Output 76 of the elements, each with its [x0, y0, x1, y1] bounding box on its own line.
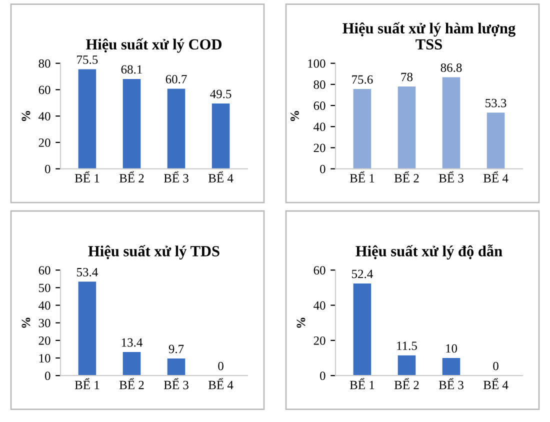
y-tick-label: 40: [314, 122, 326, 132]
y-tick-label: 80: [314, 80, 326, 89]
bar: [122, 78, 141, 169]
data-label: 0: [218, 362, 224, 370]
y-tick-label: 20: [38, 336, 50, 345]
y-axis-title: %: [22, 110, 30, 122]
y-axis-title: %: [290, 110, 299, 122]
chart-title: Hiệu suất xử lý TDS: [88, 245, 220, 260]
y-tick-label: 60: [38, 86, 50, 94]
y-tick-label: 50: [39, 284, 50, 292]
y-tick-label: 40: [38, 301, 50, 310]
y-tick-label: 0: [320, 372, 326, 380]
x-tick-label: BỂ 1: [350, 171, 374, 182]
x-tick-label: BỂ 4: [208, 378, 234, 390]
y-tick-label: 0: [45, 164, 50, 174]
y-tick-label: 40: [314, 301, 326, 310]
y-tick-label: 0: [320, 164, 326, 174]
bar: [167, 88, 186, 169]
bar: [122, 352, 141, 376]
bar: [78, 282, 96, 376]
bar: [398, 355, 416, 376]
y-tick-label: 0: [45, 372, 50, 380]
bar: [442, 77, 460, 169]
bar: [442, 358, 460, 376]
bar: [486, 112, 505, 169]
data-label: 68.1: [121, 65, 142, 74]
y-axis-title: %: [22, 318, 30, 328]
y-tick-label: 80: [38, 59, 50, 68]
x-tick-label: BỂ 2: [394, 171, 419, 182]
y-tick-label: 40: [38, 112, 50, 121]
data-label: 53.3: [486, 98, 506, 108]
y-tick-label: 60: [314, 102, 326, 110]
data-label: 0: [493, 362, 498, 370]
data-label: 53.4: [77, 268, 98, 276]
bar: [398, 86, 416, 169]
x-tick-label: BỂ 3: [164, 171, 188, 182]
bar: [212, 104, 230, 169]
data-label: 75.5: [77, 56, 98, 64]
x-tick-label: BỂ 3: [438, 171, 464, 182]
bar: [353, 89, 372, 169]
bar: [353, 283, 372, 376]
y-tick-label: 20: [314, 336, 326, 345]
x-tick-label: BỂ 1: [74, 378, 100, 390]
y-tick-label: 20: [314, 144, 326, 152]
y-axis-title: %: [296, 318, 306, 328]
data-label: 52.4: [352, 270, 373, 278]
x-tick-label: BỂ 4: [208, 171, 234, 182]
x-tick-label: BỂ 4: [483, 378, 508, 390]
data-label: 10: [446, 344, 458, 353]
bar: [78, 69, 96, 169]
x-tick-label: BỂ 2: [394, 378, 419, 390]
data-label: 75.6: [352, 75, 373, 84]
y-tick-label: 20: [38, 138, 50, 147]
y-tick-label: 100: [308, 59, 326, 68]
data-label: 9.7: [168, 344, 184, 354]
chart-title: Hiệu suất xử lý hàm lượng TSS: [342, 22, 516, 50]
x-tick-label: BỂ 4: [483, 171, 508, 182]
x-tick-label: BỂ 1: [74, 171, 100, 182]
data-label: 78: [401, 72, 413, 82]
x-tick-label: BỂ 1: [350, 378, 374, 390]
y-tick-label: 60: [314, 266, 326, 275]
x-tick-label: BỂ 2: [119, 171, 144, 182]
x-tick-label: BỂ 2: [119, 378, 144, 390]
data-label: 13.4: [122, 338, 142, 347]
data-label: 49.5: [210, 90, 232, 98]
data-label: 86.8: [440, 63, 462, 72]
y-tick-label: 60: [38, 266, 50, 275]
x-tick-label: BỂ 3: [438, 378, 464, 390]
y-tick-label: 10: [39, 354, 50, 362]
data-label: 11.5: [397, 342, 417, 350]
x-tick-label: BỂ 3: [164, 378, 188, 390]
chart-title: Hiệu suất xử lý COD: [86, 38, 222, 53]
chart-title: Hiệu suất xử lý độ dẫn: [356, 244, 502, 260]
bar: [167, 358, 186, 376]
data-label: 60.7: [166, 75, 187, 84]
y-tick-label: 30: [38, 318, 50, 328]
